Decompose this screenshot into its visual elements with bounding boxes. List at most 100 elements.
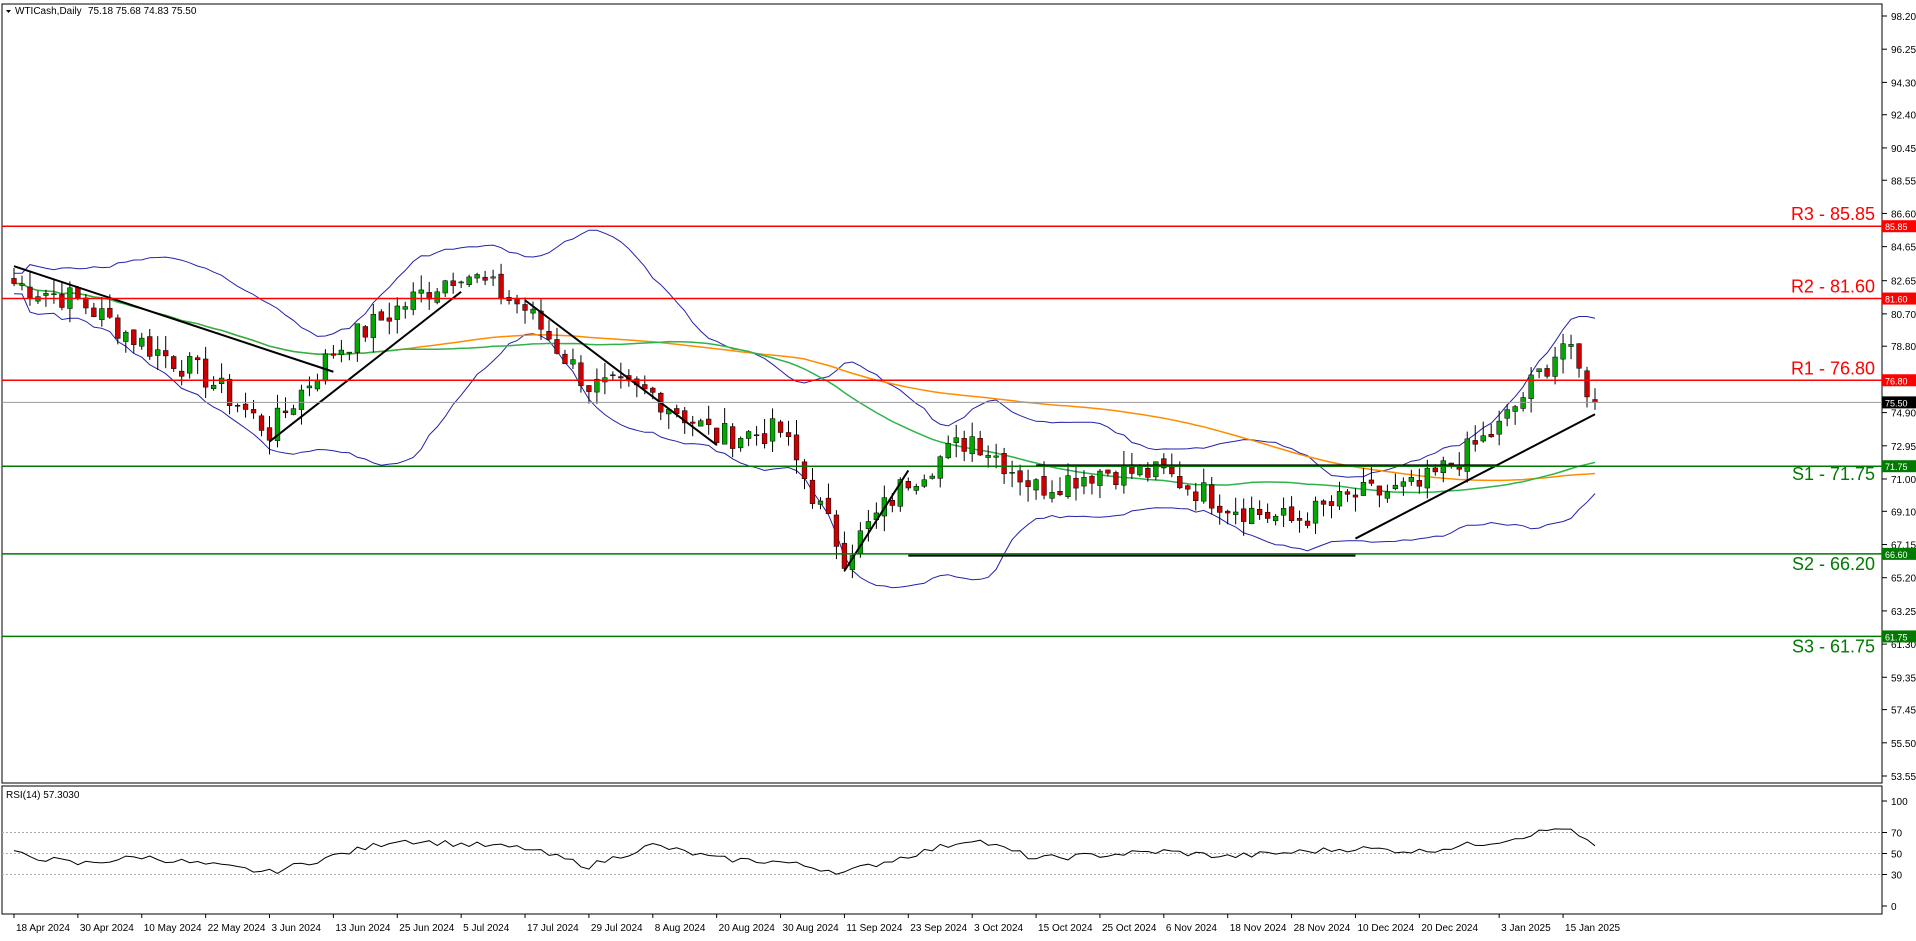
candle [474, 272, 480, 284]
level-price-tag [1882, 630, 1916, 643]
symbol-label: WTICash,Daily [15, 6, 82, 17]
level-label: R3 - 85.85 [1791, 204, 1875, 224]
ohlc-readout: 75.18 75.68 74.83 75.50 [88, 6, 197, 17]
candle [809, 467, 816, 509]
candle [1272, 514, 1279, 526]
price-axis-label: 90.45 [1891, 144, 1916, 155]
candle [51, 279, 57, 304]
candle [330, 345, 337, 359]
price-axis-label: 96.25 [1891, 45, 1916, 56]
candle [1217, 494, 1223, 525]
candle [1049, 480, 1055, 503]
candle [434, 288, 440, 305]
candle [1241, 498, 1247, 536]
rsi-axis: 100 70 50 30 0 [1882, 797, 1908, 913]
price-axis-label: 72.95 [1891, 442, 1916, 453]
candle [1320, 499, 1327, 517]
candle [793, 420, 800, 474]
date-axis-label: 3 Jun 2024 [272, 923, 322, 934]
candle [402, 301, 408, 319]
date-axis-label: 3 Oct 2024 [974, 923, 1023, 934]
candle [282, 397, 289, 419]
rsi-line [13, 828, 1596, 875]
candle [841, 531, 848, 572]
current-price-tag [1882, 396, 1916, 409]
level-price-tag [1882, 460, 1916, 473]
candle [346, 351, 353, 361]
candle [554, 327, 560, 355]
candle [1312, 496, 1319, 534]
price-axis-label: 53.55 [1891, 772, 1916, 783]
date-axis: 18 Apr 2024 30 Apr 2024 10 May 2024 22 May … [13, 914, 1621, 934]
candle [1304, 512, 1311, 529]
candle [546, 320, 552, 341]
price-axis-label: 84.65 [1891, 243, 1916, 254]
rsi-axis-label: 30 [1891, 871, 1903, 882]
dropdown-arrow-icon[interactable] [6, 10, 11, 13]
price-axis-label: 98.20 [1891, 12, 1916, 23]
candle [698, 418, 704, 427]
candle [1344, 489, 1351, 502]
candle [1512, 405, 1518, 425]
candle [785, 420, 792, 446]
date-axis-label: 25 Jun 2024 [399, 923, 454, 934]
date-axis-label: 13 Jun 2024 [335, 923, 390, 934]
candle [961, 430, 967, 462]
date-axis-label: 6 Nov 2024 [1166, 923, 1218, 934]
candle [322, 349, 329, 385]
candle [729, 423, 736, 458]
trendlines [13, 265, 1596, 572]
price-axis-label: 92.40 [1891, 111, 1916, 122]
candle [921, 474, 927, 488]
candle [442, 279, 448, 297]
candle [1416, 468, 1422, 494]
rsi-axis-label: 100 [1891, 797, 1908, 808]
date-axis-label: 5 Jul 2024 [463, 923, 510, 934]
candle [1041, 461, 1047, 500]
candle [1161, 453, 1167, 475]
candle [522, 297, 528, 324]
candle [905, 477, 911, 491]
candle [99, 297, 105, 327]
levels: R3 - 85.85 85.85 R2 - 81.60 81.60 R1 - 76.80… [2, 204, 1916, 656]
date-axis-label: 15 Jan 2025 [1565, 923, 1620, 934]
rsi-axis-label: 50 [1891, 850, 1903, 861]
candle [1097, 469, 1103, 499]
candle [777, 419, 784, 438]
price-axis-label: 63.25 [1891, 607, 1916, 618]
candle [737, 436, 744, 452]
moving-average-fast-line [13, 282, 1596, 494]
candle [586, 385, 592, 404]
date-axis-label: 10 May 2024 [144, 923, 202, 934]
candle [1249, 496, 1255, 525]
candle [801, 459, 808, 490]
candle [1296, 510, 1303, 533]
price-axis-label: 67.15 [1891, 541, 1916, 552]
candle [610, 371, 616, 381]
candle [1025, 469, 1031, 502]
price-axis-label: 86.60 [1891, 209, 1916, 220]
date-axis-label: 20 Aug 2024 [719, 923, 776, 934]
level-price-tag [1882, 220, 1916, 233]
candle [1280, 497, 1287, 528]
candle [354, 323, 360, 362]
candle [722, 408, 728, 445]
level-price-tag-text: 66.60 [1885, 550, 1908, 560]
candle [1057, 477, 1063, 497]
candle [1256, 500, 1263, 520]
candle [1360, 467, 1367, 497]
trendline-down-2 [524, 299, 718, 446]
candle [761, 418, 768, 449]
trendline-down-1 [13, 265, 334, 373]
candle [115, 314, 121, 345]
candle [1384, 484, 1391, 503]
candle [570, 348, 576, 370]
candle [370, 303, 376, 353]
candle [1105, 469, 1111, 477]
date-axis-label: 10 Dec 2024 [1357, 923, 1414, 934]
bollinger-upper-line [13, 229, 1596, 478]
candle [1520, 392, 1526, 412]
date-axis-label: 15 Oct 2024 [1038, 923, 1093, 934]
candle [482, 270, 488, 286]
